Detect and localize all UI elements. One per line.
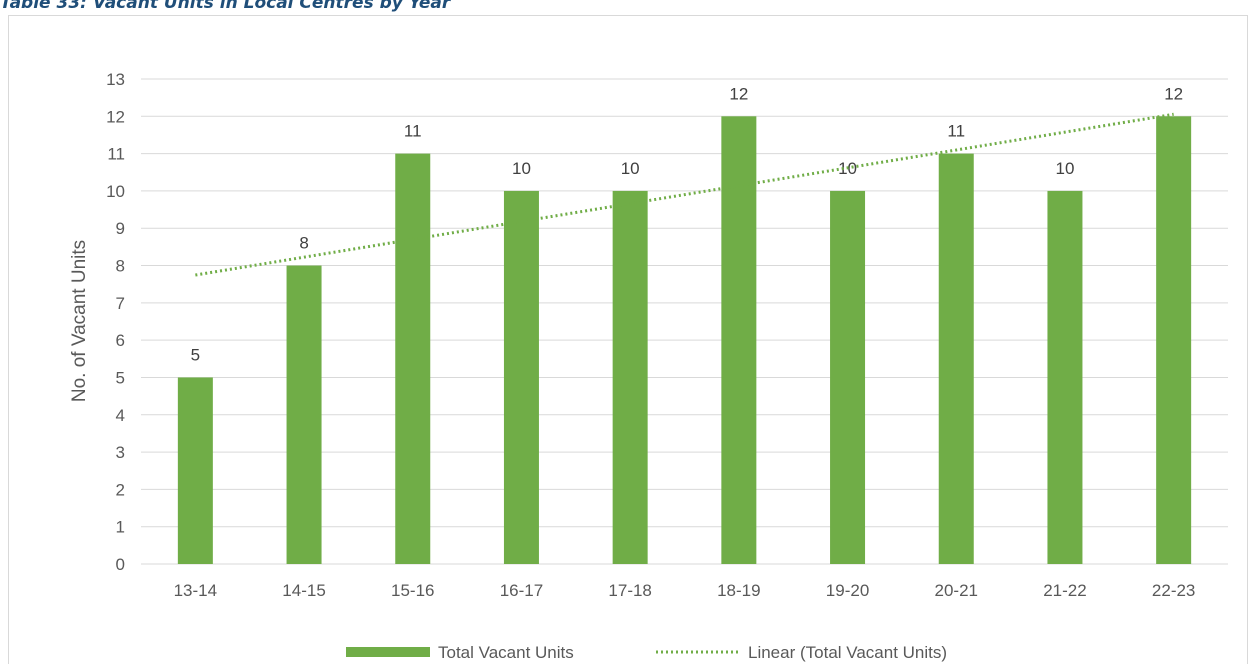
y-tick-label: 7 [116, 294, 125, 313]
bar [721, 116, 757, 565]
data-label: 10 [512, 159, 531, 178]
data-label: 12 [729, 84, 748, 103]
y-tick-label: 8 [116, 257, 125, 276]
y-tick-label: 4 [116, 406, 125, 425]
x-tick-label: 19-20 [826, 581, 869, 600]
y-tick-label: 6 [116, 331, 125, 350]
x-tick-label: 20-21 [935, 581, 978, 600]
data-labels: 581110101210111012 [191, 84, 1183, 364]
y-tick-label: 9 [116, 219, 125, 238]
bar [177, 377, 213, 564]
legend: Total Vacant Units Linear (Total Vacant … [346, 643, 947, 662]
bar [612, 190, 648, 564]
data-label: 10 [1055, 159, 1074, 178]
y-tick-label: 11 [107, 145, 125, 164]
y-tick-label: 1 [116, 518, 125, 537]
y-tick-label: 10 [106, 182, 125, 201]
table-caption: Table 33: Vacant Units in Local Centres … [0, 0, 451, 13]
legend-bar-label: Total Vacant Units [438, 643, 574, 662]
y-tick-label: 2 [116, 480, 125, 499]
y-axis-title: No. of Vacant Units [69, 240, 90, 402]
x-tick-label: 17-18 [608, 581, 651, 600]
x-tick-label: 21-22 [1043, 581, 1086, 600]
gridlines [141, 78, 1228, 565]
x-axis-ticks: 13-14 14-15 15-16 16-17 17-18 18-19 19-20 20-21… [174, 581, 1196, 600]
y-tick-label: 0 [116, 555, 125, 574]
bar [1156, 116, 1192, 565]
data-label: 10 [621, 159, 640, 178]
y-tick-label: 3 [116, 443, 125, 462]
y-tick-label: 5 [116, 368, 125, 387]
bar [1047, 190, 1083, 564]
x-tick-label: 14-15 [282, 581, 325, 600]
bar [938, 153, 974, 564]
data-label: 12 [1164, 84, 1183, 103]
bar [830, 190, 866, 564]
bar [395, 153, 431, 564]
bar [503, 190, 539, 564]
chart-area: 0 1 2 3 4 5 6 7 8 9 10 11 12 13 13-14 14-15 15-16 16-17 1… [8, 15, 1248, 664]
trendline [195, 112, 1174, 277]
data-label: 11 [404, 122, 422, 141]
data-label: 8 [299, 234, 308, 253]
bar [286, 265, 322, 564]
data-label: 11 [947, 122, 965, 141]
trendline-line [195, 112, 1174, 277]
x-tick-label: 15-16 [391, 581, 434, 600]
x-tick-label: 22-23 [1152, 581, 1195, 600]
y-tick-label: 12 [106, 107, 125, 126]
legend-bar-swatch [346, 647, 430, 657]
bars [177, 116, 1192, 565]
y-tick-label: 13 [106, 70, 125, 89]
x-tick-label: 18-19 [717, 581, 760, 600]
legend-trend-label: Linear (Total Vacant Units) [748, 643, 947, 662]
x-tick-label: 16-17 [500, 581, 543, 600]
x-tick-label: 13-14 [174, 581, 217, 600]
data-label: 5 [191, 345, 200, 364]
